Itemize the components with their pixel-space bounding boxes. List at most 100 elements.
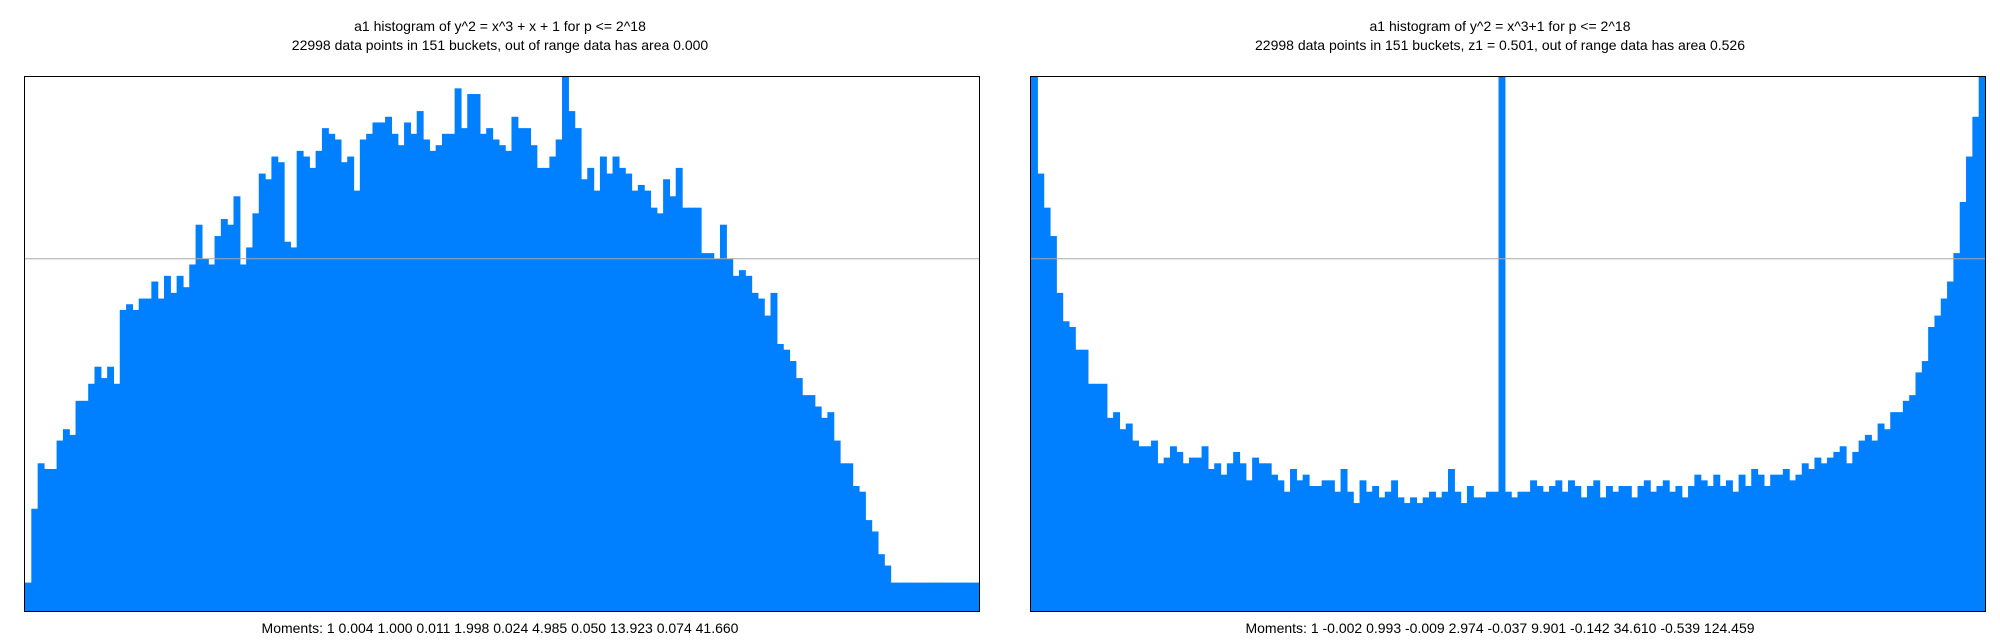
histogram-bar: [277, 162, 285, 611]
histogram-bar: [1321, 480, 1329, 611]
histogram-bar: [1549, 486, 1556, 611]
histogram-bar: [1883, 429, 1891, 611]
histogram-bar: [309, 167, 317, 611]
histogram-bar: [340, 162, 348, 611]
histogram-bar: [840, 463, 847, 611]
histogram-bar: [1296, 480, 1304, 611]
histogram-bar: [151, 281, 159, 611]
histogram-bar: [1612, 491, 1620, 611]
histogram-bar: [75, 400, 83, 611]
histogram-bar: [416, 111, 424, 611]
histogram-bar: [1852, 451, 1860, 611]
histogram-bar: [1580, 497, 1588, 611]
histogram-bar: [656, 213, 664, 611]
histogram-bar: [1157, 463, 1165, 611]
histogram-bar: [1902, 400, 1910, 611]
histogram-bar: [1113, 412, 1121, 611]
histogram-bar: [397, 145, 405, 612]
histogram-bar: [271, 156, 279, 611]
histogram-bar: [454, 88, 462, 612]
histogram-bar: [1643, 480, 1651, 611]
histogram-plot-right: [1030, 76, 1986, 612]
chart-title: a1 histogram of y^2 = x^3 + x + 1 for p …: [354, 18, 646, 34]
histogram-bar: [682, 207, 689, 611]
histogram-bar: [347, 156, 355, 611]
histogram-bar: [1586, 486, 1594, 611]
histogram-bar: [372, 122, 380, 611]
chart-title: a1 histogram of y^2 = x^3+1 for p <= 2^1…: [1369, 18, 1631, 34]
histogram-bar: [517, 128, 525, 611]
histogram-bar: [707, 253, 715, 612]
histogram-bar: [1593, 480, 1601, 611]
histogram-bar: [252, 213, 260, 611]
histogram-bar: [1498, 77, 1506, 611]
histogram-bar: [568, 111, 576, 611]
histogram-bar: [1738, 474, 1746, 611]
histogram-bar: [858, 491, 866, 611]
histogram-bar: [1429, 491, 1436, 611]
histogram-bar: [852, 486, 860, 611]
histogram-bar: [296, 150, 304, 611]
moments-readout: Moments: 1 -0.002 0.993 -0.009 2.974 -0.…: [1245, 620, 1755, 636]
histogram-bar: [599, 156, 607, 611]
histogram-bar: [214, 236, 222, 611]
histogram-bar: [1106, 417, 1114, 611]
histogram-bar: [1252, 457, 1260, 611]
histogram-bar: [1081, 349, 1089, 611]
histogram-bar: [1485, 491, 1493, 611]
histogram-bar: [1447, 468, 1455, 611]
histogram-bar: [903, 582, 911, 611]
histogram-bar: [808, 395, 816, 611]
histogram-bar: [865, 520, 873, 611]
histogram-bar: [1353, 503, 1361, 611]
histogram-bar: [524, 128, 532, 611]
histogram-panel-right: a1 histogram of y^2 = x^3+1 for p <= 2^1…: [1000, 0, 2000, 640]
histogram-bar: [1479, 497, 1487, 611]
histogram-bar: [1359, 480, 1367, 611]
histogram-bar: [960, 582, 967, 611]
histogram-bar: [549, 156, 557, 611]
histogram-bar: [1662, 480, 1670, 611]
histogram-bar: [1751, 468, 1759, 611]
histogram-bar: [145, 298, 152, 611]
histogram-bar: [88, 383, 96, 611]
histogram-bar: [62, 429, 70, 611]
histogram-bar: [1163, 457, 1171, 611]
histogram-bar: [1605, 486, 1613, 611]
histogram-bar: [1334, 491, 1342, 611]
histogram-bar: [751, 292, 759, 611]
histogram-bar: [126, 304, 134, 611]
histogram-bar: [1650, 491, 1658, 611]
histogram-bar: [1624, 486, 1632, 611]
histogram-bar: [37, 463, 45, 611]
histogram-bar: [31, 508, 39, 611]
histogram-bar: [1637, 486, 1645, 611]
histogram-bar: [1195, 457, 1203, 611]
histogram-bar: [1302, 474, 1310, 611]
histogram-bar: [884, 565, 892, 611]
histogram-bar: [1871, 440, 1879, 611]
histogram-bar: [1536, 486, 1544, 611]
histogram-bar: [536, 167, 544, 611]
histogram-bar: [1511, 497, 1519, 611]
histogram-bar: [1094, 383, 1102, 611]
histogram-bar: [1846, 463, 1853, 611]
histogram-bar: [1864, 434, 1872, 611]
histogram-bar: [170, 292, 178, 611]
histogram-bar: [467, 94, 475, 612]
histogram-bar: [334, 139, 342, 612]
histogram-bar: [1757, 474, 1765, 611]
histogram-bar: [25, 582, 32, 611]
histogram-bar: [366, 133, 374, 611]
histogram-bar: [814, 406, 822, 611]
histogram-bar: [505, 150, 513, 611]
histogram-bar: [1258, 463, 1266, 611]
histogram-bar: [1125, 423, 1133, 611]
histogram-bar: [321, 128, 329, 611]
histogram-bar: [789, 361, 797, 611]
histogram-bar: [1675, 486, 1683, 611]
histogram-bar: [1201, 446, 1209, 611]
histogram-bar: [1308, 486, 1316, 611]
histogram-bar: [1523, 491, 1531, 611]
histogram-bar: [163, 275, 171, 611]
